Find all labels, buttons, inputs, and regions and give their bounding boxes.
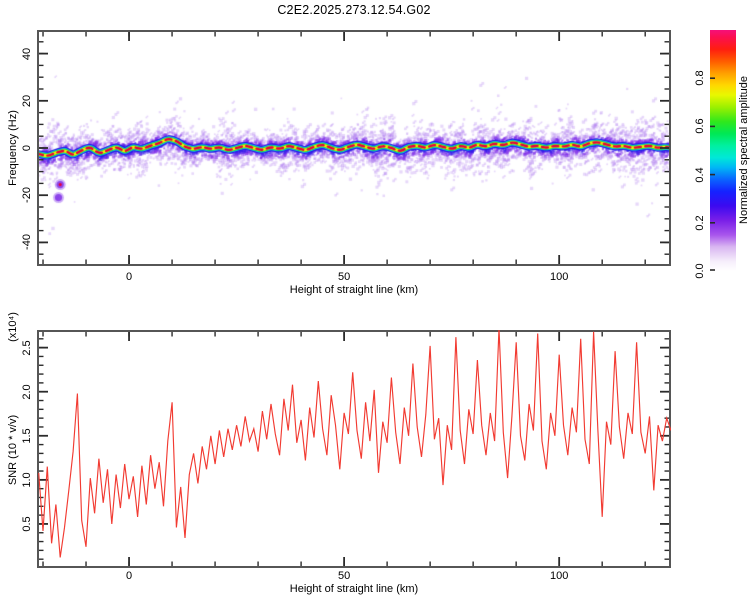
y-tick-label: 2.0 xyxy=(21,384,33,400)
y-tick-label: 40 xyxy=(21,47,33,60)
spectrogram-plot-area xyxy=(37,30,671,266)
spectrogram-axes-frame xyxy=(37,30,671,266)
x-tick-label: 50 xyxy=(337,271,351,283)
frequency-axis-label: Frequency (Hz) xyxy=(7,110,19,186)
snr-axis-label: SNR (10 * v/v) xyxy=(7,414,19,486)
colorbar-tick-label: 0.8 xyxy=(694,70,706,86)
colorbar-tick-label: 0.2 xyxy=(694,215,706,231)
x-tick-label: 50 xyxy=(337,570,351,582)
x-tick-label: 0 xyxy=(125,570,133,582)
height-axis-label-bottom: Height of straight line (km) xyxy=(289,583,419,595)
snr-axis-scale: (x10⁴) xyxy=(7,312,19,342)
x-tick-label: 100 xyxy=(549,570,569,582)
y-tick-label: 1.5 xyxy=(21,428,33,444)
y-tick-label: 1.0 xyxy=(21,472,33,488)
y-tick-label: 20 xyxy=(21,94,33,107)
snr-line-chart xyxy=(37,330,671,568)
colorbar-tick-label: 0.4 xyxy=(694,166,706,183)
colorbar-tick-label: 0.0 xyxy=(694,263,706,279)
height-axis-label-top: Height of straight line (km) xyxy=(289,284,419,296)
y-tick-label: -20 xyxy=(21,187,33,204)
x-tick-label: 0 xyxy=(125,271,133,283)
y-tick-label: 0.5 xyxy=(21,516,33,532)
y-tick-label: -40 xyxy=(21,234,33,251)
y-tick-label: 0 xyxy=(21,144,33,152)
snr-trace xyxy=(38,330,671,558)
colorbar-tick-label: 0.6 xyxy=(694,118,706,135)
spectrogram-heatmap xyxy=(37,30,671,266)
x-tick-label: 100 xyxy=(549,271,569,283)
colorbar xyxy=(710,30,736,271)
snr-plot-area xyxy=(37,330,671,568)
figure-title: C2E2.2025.273.12.54.G02 xyxy=(277,3,431,17)
colorbar-ticks xyxy=(710,77,715,271)
y-tick-label: 2.5 xyxy=(21,339,33,356)
colorbar-label: Normalized spectral amplitude xyxy=(738,76,750,224)
